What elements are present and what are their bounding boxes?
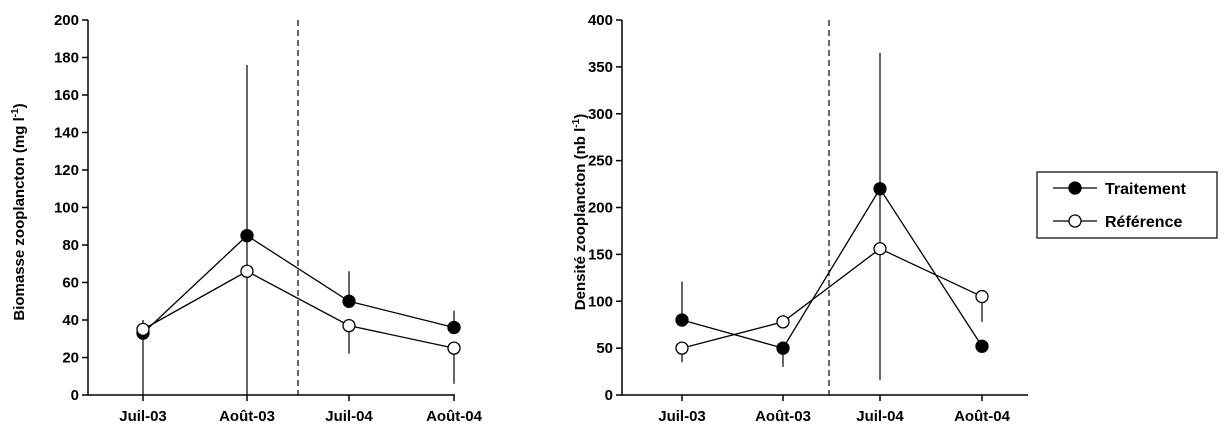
y-tick-label: 400 (588, 12, 613, 29)
x-tick-label: Juil-03 (658, 408, 706, 425)
data-point-traitement (873, 182, 887, 196)
data-point-rfrence (675, 341, 689, 355)
data-point-traitement (975, 339, 989, 353)
y-tick-label: 100 (54, 200, 79, 217)
x-tick-label: Août-04 (426, 408, 482, 425)
y-tick-label: 250 (588, 153, 613, 170)
data-point-rfrence (975, 289, 989, 304)
biomass-chart: Biomasse zooplancton (mg l-1) 0 20 40 60 80 1… (10, 12, 483, 425)
legend-item-reference: Référence (1053, 214, 1182, 231)
series-line-traitement (142, 234, 455, 334)
y-tick-label: 300 (588, 106, 613, 123)
x-tick-label: Juil-04 (325, 408, 373, 425)
data-point-rfrence (776, 315, 790, 329)
y-tick-label: 20 (62, 350, 79, 367)
data-point-rfrence (342, 318, 356, 333)
y-tick-label: 50 (596, 340, 613, 357)
y-tick-label: 40 (62, 312, 79, 329)
density-ylabel-text: Densité zooplancton (nb l-1) (571, 114, 589, 310)
y-tick-label: 350 (588, 59, 613, 76)
data-point-rfrence (240, 264, 254, 278)
y-tick-label: 200 (588, 200, 613, 217)
data-point-traitement (776, 341, 790, 355)
y-tick-label: 120 (54, 162, 79, 179)
density-ylabel: Densité zooplancton (nb l-1) (571, 114, 589, 310)
series-line-traitement (681, 187, 983, 349)
x-tick-label: Août-03 (755, 408, 811, 425)
legend-marker-filled (1068, 181, 1082, 195)
series-line-rfrence (142, 270, 455, 349)
y-tick-label: 60 (62, 275, 79, 292)
y-tick-label: 180 (54, 50, 79, 67)
data-point-traitement (447, 320, 461, 335)
series-line-rfrence (681, 247, 983, 349)
data-point-rfrence (873, 242, 887, 256)
data-point-traitement (240, 228, 254, 243)
legend-marker-open (1068, 214, 1082, 228)
y-tick-label: 0 (71, 387, 79, 404)
data-point-traitement (342, 294, 356, 308)
data-point-rfrence (447, 341, 461, 355)
legend-label-traitement: Traitement (1105, 181, 1187, 198)
x-tick-label: Juil-03 (119, 408, 167, 425)
x-tick-label: Août-03 (219, 408, 275, 425)
density-chart: Densité zooplancton (nb l-1) 0 50 100 150 20… (571, 12, 1028, 425)
legend-label-reference: Référence (1105, 214, 1182, 231)
biomass-ylabel: Biomasse zooplancton (mg l-1) (10, 103, 28, 320)
biomass-ylabel-text: Biomasse zooplancton (mg l-1) (10, 103, 28, 320)
data-point-rfrence (136, 322, 150, 337)
y-tick-label: 140 (54, 125, 79, 142)
legend-box (1036, 171, 1218, 239)
data-point-traitement (675, 313, 689, 327)
x-tick-label: Août-04 (954, 408, 1010, 425)
y-tick-label: 150 (588, 246, 613, 263)
y-tick-label: 200 (54, 12, 79, 29)
y-tick-label: 80 (62, 237, 79, 254)
legend-item-traitement: Traitement (1053, 181, 1187, 198)
x-tick-label: Juil-04 (856, 408, 904, 425)
y-tick-label: 0 (605, 387, 613, 404)
y-tick-label: 100 (588, 293, 613, 310)
legend: Traitement Référence (1036, 171, 1218, 239)
y-tick-label: 160 (54, 87, 79, 104)
